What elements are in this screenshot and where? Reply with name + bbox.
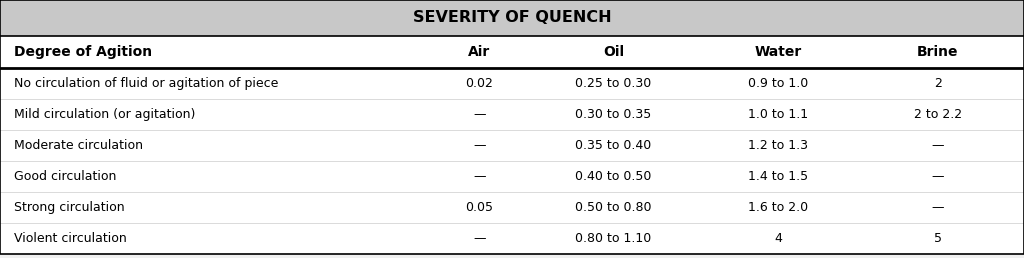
Text: Degree of Agition: Degree of Agition (14, 45, 153, 59)
Text: 1.2 to 1.3: 1.2 to 1.3 (749, 139, 808, 152)
Text: —: — (473, 170, 485, 183)
Text: 1.6 to 2.0: 1.6 to 2.0 (749, 201, 808, 214)
Text: 0.50 to 0.80: 0.50 to 0.80 (575, 201, 651, 214)
Text: —: — (473, 108, 485, 121)
Text: Mild circulation (or agitation): Mild circulation (or agitation) (14, 108, 196, 121)
Bar (0, 36, 1024, 254)
Text: Strong circulation: Strong circulation (14, 201, 125, 214)
Text: Water: Water (755, 45, 802, 59)
Text: SEVERITY OF QUENCH: SEVERITY OF QUENCH (413, 11, 611, 26)
Text: 1.0 to 1.1: 1.0 to 1.1 (749, 108, 808, 121)
Text: Brine: Brine (918, 45, 958, 59)
Text: —: — (473, 139, 485, 152)
Text: 5: 5 (934, 232, 942, 245)
Text: 2 to 2.2: 2 to 2.2 (914, 108, 962, 121)
Text: 1.4 to 1.5: 1.4 to 1.5 (749, 170, 808, 183)
Text: 0.02: 0.02 (465, 77, 494, 90)
Text: No circulation of fluid or agitation of piece: No circulation of fluid or agitation of … (14, 77, 279, 90)
Text: —: — (932, 139, 944, 152)
Text: 4: 4 (774, 232, 782, 245)
Text: Moderate circulation: Moderate circulation (14, 139, 143, 152)
Text: 0.05: 0.05 (465, 201, 494, 214)
Text: Violent circulation: Violent circulation (14, 232, 127, 245)
Text: 0.80 to 1.10: 0.80 to 1.10 (575, 232, 651, 245)
Text: 0.35 to 0.40: 0.35 to 0.40 (575, 139, 651, 152)
Text: 0.40 to 0.50: 0.40 to 0.50 (575, 170, 651, 183)
Text: —: — (932, 170, 944, 183)
Text: 2: 2 (934, 77, 942, 90)
Text: 0.25 to 0.30: 0.25 to 0.30 (575, 77, 651, 90)
Bar (0, 0, 1024, 36)
Text: —: — (932, 201, 944, 214)
Text: 0.30 to 0.35: 0.30 to 0.35 (575, 108, 651, 121)
Text: Oil: Oil (603, 45, 624, 59)
Text: —: — (473, 232, 485, 245)
Text: Air: Air (468, 45, 490, 59)
Text: 0.9 to 1.0: 0.9 to 1.0 (749, 77, 808, 90)
Text: Good circulation: Good circulation (14, 170, 117, 183)
